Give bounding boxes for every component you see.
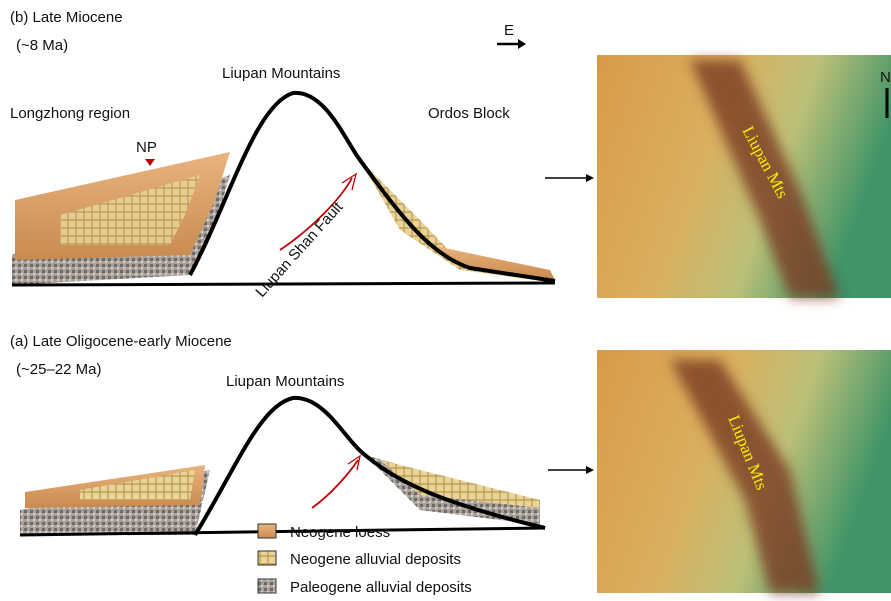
region-label: Longzhong region [10,105,130,122]
mountain-label: Liupan Mountains [226,373,344,390]
legend-label: Paleogene alluvial deposits [290,579,472,596]
legend-swatch [258,551,276,565]
np-marker [145,159,155,166]
np-label: NP [136,139,157,156]
arrowhead [586,174,594,182]
direction-label: E [504,22,514,39]
arrowhead [586,466,594,474]
panel-label: (b) Late Miocene [10,9,123,26]
mountain-profile [195,398,545,535]
relief-map [597,55,891,298]
legend-swatch [258,524,276,538]
figure: (b) Late Miocene (~8 Ma) E Liupan Mounta… [0,0,891,601]
direction-arrowhead [518,39,526,49]
fault [312,460,358,508]
panel-age: (~25–22 Ma) [16,361,101,378]
baseline [12,283,555,285]
panel-label: (a) Late Oligocene-early Miocene [10,333,232,350]
panel-age: (~8 Ma) [16,37,68,54]
north-label: N [880,69,891,86]
legend-swatch [258,579,276,593]
mountain-label: Liupan Mountains [222,65,340,82]
legend-label: Neogene alluvial deposits [290,551,461,568]
fault-arrow [348,456,360,470]
relief-map [597,350,891,593]
legend-label: Neogene loess [290,524,390,541]
region-label: Ordos Block [428,105,510,122]
